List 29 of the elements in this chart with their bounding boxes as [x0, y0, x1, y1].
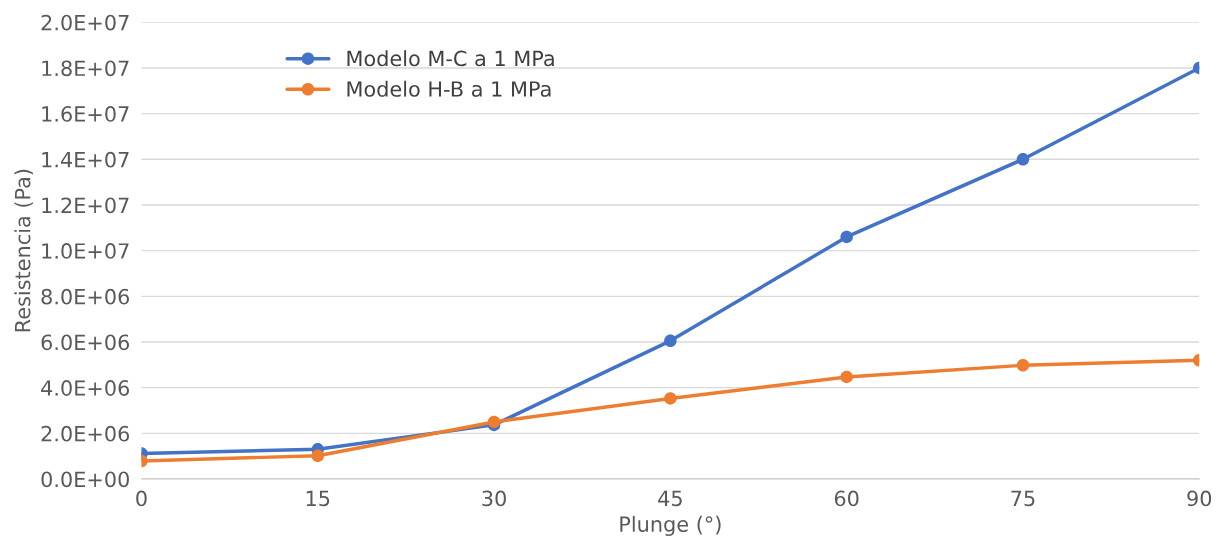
x-tick-label: 45: [658, 490, 682, 507]
x-tick-label: 15: [306, 490, 330, 507]
point: [311, 449, 324, 462]
point: [840, 370, 853, 384]
y-tick-label: 1.6E+07: [42, 106, 129, 122]
y-tick-label: 4.0E+06: [41, 380, 130, 396]
x-tick-label: 30: [482, 490, 506, 507]
x-tick-label: 75: [1011, 490, 1035, 507]
y-tick-label: 0.0E+00: [41, 471, 129, 488]
legend-label: Modelo M-C a 1 MPa: [347, 50, 554, 67]
point: [840, 230, 853, 244]
x-axis-title: Plunge (°): [620, 515, 721, 537]
y-tick-label: 2.0E+07: [41, 14, 129, 31]
y-tick-label: 6.0E+06: [41, 334, 130, 351]
y-tick-label: 1.0E+07: [42, 243, 129, 259]
y-tick-label: 1.4E+07: [42, 151, 129, 168]
y-tick-label: 8.0E+06: [41, 288, 130, 305]
legend-label: Modelo H-B a 1 MPa: [347, 80, 551, 97]
point: [1016, 153, 1030, 166]
point: [1016, 359, 1030, 372]
point: [664, 334, 677, 348]
y-axis-title: Resistencia (Pa): [14, 169, 33, 332]
y-tick-label: 2.0E+06: [41, 425, 130, 442]
y-tick-label: 1.8E+07: [42, 60, 129, 77]
x-tick-label: 60: [834, 490, 859, 507]
x-tick-label: 0: [136, 490, 147, 507]
point: [664, 392, 677, 405]
y-tick-label: 1.2E+07: [42, 197, 129, 214]
x-tick-label: 90: [1187, 490, 1212, 507]
